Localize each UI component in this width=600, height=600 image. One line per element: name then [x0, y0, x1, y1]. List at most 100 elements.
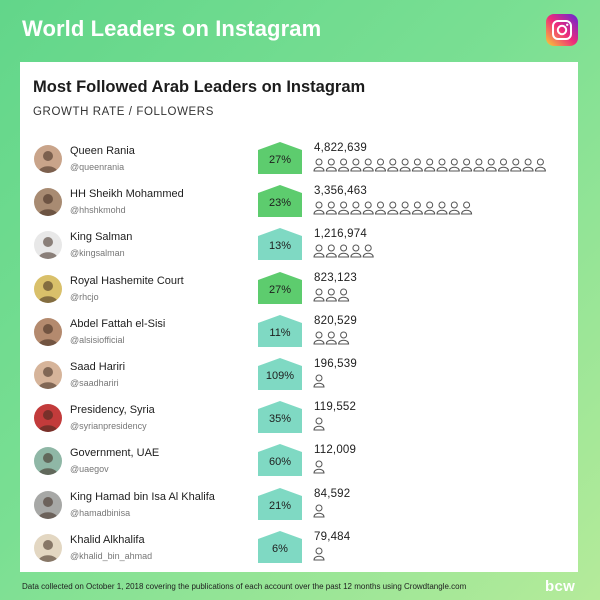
leader-name: Royal Hashemite Court: [70, 274, 184, 287]
growth-rate-badge: 13%: [258, 228, 302, 261]
person-icon: [448, 201, 460, 215]
followers-count: 4,822,639: [314, 142, 367, 154]
leader-name: Abdel Fattah el-Sisi: [70, 317, 166, 330]
table-row: Queen Rania @queenrania 27% 4,822,639: [20, 142, 578, 180]
person-icon: [313, 417, 325, 431]
avatar: [34, 231, 62, 260]
follower-icons: [312, 546, 572, 562]
person-icon: [424, 158, 436, 172]
growth-rate-badge: 21%: [258, 487, 302, 520]
chart-card: Most Followed Arab Leaders on Instagram …: [20, 62, 578, 572]
avatar: [34, 317, 62, 346]
person-icon: [313, 374, 325, 388]
person-icon: [362, 158, 374, 172]
person-icon: [374, 201, 387, 215]
follower-icons: [312, 459, 572, 475]
leader-handle: @queenrania: [70, 162, 125, 172]
leader-handle: @uaegov: [70, 464, 109, 475]
person-icon: [338, 244, 350, 258]
person-icon: [448, 158, 460, 172]
growth-rate-label: 11%: [269, 326, 291, 339]
person-icon: [399, 201, 411, 215]
person-icon: [387, 158, 399, 172]
leader-name: HH Sheikh Mohammed: [70, 188, 184, 201]
person-icon: [362, 244, 374, 258]
table-row: Government, UAE @uaegov 60% 112,009: [20, 444, 578, 482]
followers-count: 79,484: [314, 530, 351, 543]
growth-rate-badge: 109%: [258, 358, 302, 390]
person-icon: [325, 158, 337, 172]
table-row: Presidency, Syria @syrianpresidency 35% 119…: [20, 401, 578, 439]
person-icon: [350, 201, 362, 215]
person-icon: [338, 288, 350, 302]
follower-icons: [312, 373, 572, 389]
follower-icons: [312, 330, 572, 346]
growth-rate-badge: 6%: [258, 530, 302, 563]
growth-rate-label: 23%: [268, 197, 292, 210]
growth-badge-shape: [258, 185, 302, 218]
leader-handle: @syrianpresidency: [70, 421, 147, 432]
table-row: Saad Hariri @saadhariri 109% 196,539: [20, 358, 578, 396]
leader-name: King Salman: [70, 231, 133, 244]
person-icon: [510, 158, 522, 172]
growth-rate-label: 21%: [268, 499, 292, 512]
table-row: Khalid Alkhalifa @khalid_bin_ahmad 6% 79,48…: [20, 530, 578, 569]
person-icon: [387, 201, 399, 215]
leader-name: King Hamad bin Isa Al Khalifa: [70, 490, 215, 503]
chart-title: Most Followed Arab Leaders on Instagram: [33, 78, 366, 96]
leader-handle: @saadhariri: [70, 378, 119, 388]
person-icon: [325, 201, 337, 215]
followers-count: 1,216,974: [314, 228, 367, 241]
person-icon: [325, 288, 337, 302]
table-row: Abdel Fattah el-Sisi @alsisiofficial 11% 82…: [20, 314, 578, 353]
growth-badge-shape: [258, 444, 302, 477]
leader-handle: @hamadbinisa: [70, 507, 131, 518]
person-icon: [485, 158, 497, 172]
followers-count: 3,356,463: [314, 185, 367, 198]
person-icon: [313, 244, 325, 258]
person-icon: [338, 331, 350, 345]
table-row: King Salman @kingsalman 13% 1,216,974: [20, 228, 578, 266]
avatar: [34, 274, 62, 303]
growth-rate-badge: 60%: [258, 444, 302, 477]
leader-name: Government, UAE: [70, 447, 160, 460]
followers-count: 820,529: [314, 314, 357, 327]
growth-badge-shape: [258, 358, 302, 390]
person-icon: [399, 158, 411, 172]
person-icon: [313, 504, 325, 518]
chart-subtitle: GROWTH RATE / FOLLOWERS: [33, 106, 214, 118]
growth-rate-label: 35%: [268, 413, 292, 426]
leader-handle: @rhcjo: [70, 291, 99, 302]
person-icon: [436, 158, 448, 172]
person-icon: [338, 201, 350, 215]
growth-rate-label: 13%: [268, 240, 292, 253]
growth-badge-shape: [258, 401, 302, 434]
person-icon: [473, 158, 485, 172]
growth-rate-label: 60%: [268, 456, 292, 469]
followers-count: 84,592: [314, 487, 351, 500]
growth-rate-badge: 35%: [258, 401, 302, 434]
follower-icons: [312, 157, 572, 173]
follower-icons: [312, 287, 572, 303]
avatar: [34, 404, 62, 433]
person-icon: [350, 158, 362, 172]
person-icon: [534, 158, 546, 172]
leader-name: Khalid Alkhalifa: [70, 533, 145, 546]
growth-rate-label: 6%: [272, 542, 288, 555]
leader-handle: @alsisiofficial: [70, 334, 125, 345]
growth-badge-shape: [258, 228, 302, 261]
person-icon: [313, 288, 325, 302]
person-icon: [374, 158, 387, 172]
avatar: [34, 490, 62, 519]
avatar: [34, 188, 62, 217]
followers-count: 196,539: [314, 358, 357, 370]
person-icon: [411, 201, 423, 215]
bcw-logo: bcw: [545, 578, 576, 595]
person-icon: [313, 331, 325, 345]
leader-name: Queen Rania: [70, 145, 135, 157]
growth-rate-label: 27%: [268, 283, 292, 296]
avatar: [34, 145, 62, 173]
leader-name: Saad Hariri: [70, 361, 126, 373]
person-icon: [338, 158, 350, 172]
leader-name: Presidency, Syria: [70, 404, 155, 417]
